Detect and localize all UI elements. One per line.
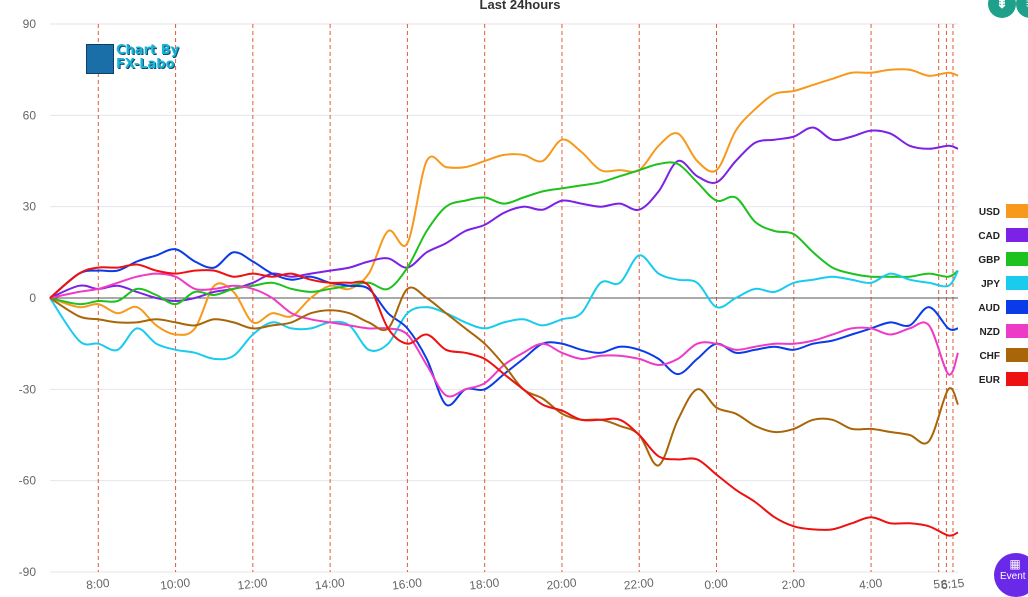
legend-swatch [1006, 348, 1028, 362]
logo-line1: Chart By [116, 43, 180, 58]
legend: USD CAD GBP JPY AUD NZD CHF EUR [970, 203, 1028, 395]
y-tick-label: 60 [23, 108, 37, 122]
legend-item-usd[interactable]: USD [970, 203, 1028, 227]
series-line-gbp [49, 161, 959, 306]
collapse-icon: ⇟ [996, 0, 1008, 11]
legend-swatch [1006, 252, 1028, 266]
x-tick-label: 5: [933, 577, 944, 592]
calendar-icon: ▦ [1009, 557, 1021, 571]
legend-swatch [1006, 324, 1028, 338]
x-tick-label: 2:00 [781, 576, 806, 592]
y-tick-label: 0 [29, 291, 36, 305]
event-button-label: Event [1000, 571, 1026, 582]
y-tick-label: -90 [19, 565, 37, 579]
series-line-jpy [49, 254, 959, 361]
legend-item-nzd[interactable]: NZD [970, 323, 1028, 347]
legend-label: GBP [978, 255, 1000, 266]
collapse-button[interactable]: ⇟ [988, 0, 1016, 18]
menu-button[interactable]: ≡ [1016, 0, 1028, 18]
x-tick-label: 6:15 [940, 576, 965, 592]
legend-label: JPY [981, 279, 1000, 290]
y-tick-label: -30 [19, 382, 37, 396]
x-tick-label: 6: [940, 577, 951, 592]
x-tick-label: 14:00 [314, 575, 346, 592]
legend-label: CAD [978, 231, 1000, 242]
series-line-eur [49, 263, 959, 537]
y-axis-ticks: 90 60 30 0 -30 -60 -90 [19, 17, 37, 579]
x-tick-label: 8:00 [86, 576, 111, 592]
x-tick-label: 10:00 [159, 575, 191, 592]
legend-swatch [1006, 228, 1028, 242]
legend-item-gbp[interactable]: GBP [970, 251, 1028, 275]
y-tick-label: -60 [19, 474, 37, 488]
series-line-nzd [49, 272, 959, 398]
x-tick-label: 20:00 [546, 575, 578, 592]
legend-label: AUD [978, 303, 1000, 314]
y-tick-label: 90 [23, 17, 37, 31]
logo-chart-icon [86, 44, 114, 74]
x-axis-ticks: 8:00 10:00 12:00 14:00 16:00 18:00 20:00 22:00 0… [86, 575, 966, 592]
x-tick-label: 4:00 [858, 576, 883, 592]
legend-label: CHF [979, 351, 1000, 362]
x-tick-label: 12:00 [237, 575, 269, 592]
fx-labo-logo: Chart By FX-Labo [86, 44, 186, 74]
series-line-usd [49, 68, 959, 336]
series-lines [49, 68, 959, 537]
legend-label: EUR [978, 375, 1000, 386]
event-button[interactable]: ▦ Event [994, 553, 1028, 597]
y-tick-label: 30 [23, 200, 37, 214]
series-line-chf [49, 286, 959, 467]
x-tick-label: 22:00 [623, 575, 655, 592]
x-tick-label: 16:00 [391, 575, 423, 592]
legend-item-jpy[interactable]: JPY [970, 275, 1028, 299]
x-tick-label: 0:00 [704, 576, 729, 592]
legend-item-aud[interactable]: AUD [970, 299, 1028, 323]
legend-swatch [1006, 372, 1028, 386]
x-tick-label: 18:00 [469, 575, 501, 592]
legend-label: NZD [979, 327, 1000, 338]
legend-item-chf[interactable]: CHF [970, 347, 1028, 371]
legend-label: USD [978, 207, 1000, 218]
logo-line2: FX-Labo [116, 57, 175, 72]
series-line-cad [49, 126, 959, 302]
menu-icon: ≡ [1016, 0, 1028, 10]
legend-swatch [1006, 300, 1028, 314]
legend-item-cad[interactable]: CAD [970, 227, 1028, 251]
chart-title: Last 24hours [479, 0, 561, 12]
legend-swatch [1006, 204, 1028, 218]
series-line-aud [49, 248, 959, 407]
legend-swatch [1006, 276, 1028, 290]
legend-item-eur[interactable]: EUR [970, 371, 1028, 395]
